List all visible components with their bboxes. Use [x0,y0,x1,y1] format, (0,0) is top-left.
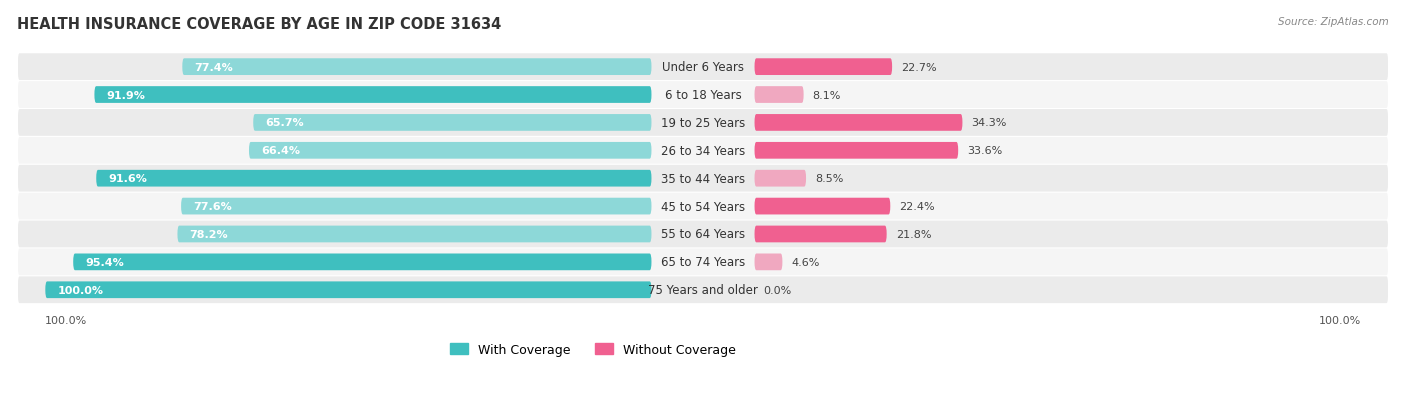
Text: 22.4%: 22.4% [900,202,935,211]
FancyBboxPatch shape [253,115,651,131]
Text: 77.6%: 77.6% [193,202,232,211]
Text: 65 to 74 Years: 65 to 74 Years [661,256,745,269]
FancyBboxPatch shape [177,226,651,243]
Text: 95.4%: 95.4% [86,257,124,267]
FancyBboxPatch shape [755,87,804,104]
Text: 0.0%: 0.0% [763,285,792,295]
Text: HEALTH INSURANCE COVERAGE BY AGE IN ZIP CODE 31634: HEALTH INSURANCE COVERAGE BY AGE IN ZIP … [17,17,501,31]
FancyBboxPatch shape [183,59,651,76]
FancyBboxPatch shape [18,110,1388,136]
Text: 100.0%: 100.0% [58,285,104,295]
Text: 26 to 34 Years: 26 to 34 Years [661,145,745,157]
Text: 100.0%: 100.0% [45,315,87,325]
Text: 33.6%: 33.6% [967,146,1002,156]
Text: 45 to 54 Years: 45 to 54 Years [661,200,745,213]
Text: 66.4%: 66.4% [262,146,299,156]
FancyBboxPatch shape [755,142,959,159]
FancyBboxPatch shape [755,59,893,76]
Text: 34.3%: 34.3% [972,118,1007,128]
Text: 75 Years and older: 75 Years and older [648,284,758,297]
FancyBboxPatch shape [94,87,651,104]
FancyBboxPatch shape [249,142,651,159]
FancyBboxPatch shape [18,82,1388,109]
Text: 100.0%: 100.0% [1319,315,1361,325]
FancyBboxPatch shape [18,138,1388,164]
Text: 65.7%: 65.7% [266,118,304,128]
FancyBboxPatch shape [18,193,1388,220]
Text: 35 to 44 Years: 35 to 44 Years [661,172,745,185]
Text: 55 to 64 Years: 55 to 64 Years [661,228,745,241]
Text: 8.1%: 8.1% [813,90,841,100]
FancyBboxPatch shape [18,221,1388,248]
Text: Source: ZipAtlas.com: Source: ZipAtlas.com [1278,17,1389,26]
FancyBboxPatch shape [18,277,1388,304]
Text: 19 to 25 Years: 19 to 25 Years [661,116,745,130]
FancyBboxPatch shape [755,198,890,215]
FancyBboxPatch shape [18,54,1388,81]
Text: 4.6%: 4.6% [792,257,820,267]
Text: 6 to 18 Years: 6 to 18 Years [665,89,741,102]
FancyBboxPatch shape [96,171,651,187]
Text: 8.5%: 8.5% [815,174,844,184]
Text: 91.6%: 91.6% [108,174,148,184]
FancyBboxPatch shape [755,171,806,187]
FancyBboxPatch shape [73,254,651,271]
Text: 22.7%: 22.7% [901,62,936,72]
FancyBboxPatch shape [755,115,963,131]
Text: Under 6 Years: Under 6 Years [662,61,744,74]
Text: 78.2%: 78.2% [190,230,228,240]
FancyBboxPatch shape [755,226,887,243]
FancyBboxPatch shape [45,282,651,299]
Text: 77.4%: 77.4% [194,62,233,72]
Text: 91.9%: 91.9% [107,90,145,100]
Legend: With Coverage, Without Coverage: With Coverage, Without Coverage [446,338,741,361]
Text: 21.8%: 21.8% [896,230,931,240]
FancyBboxPatch shape [755,254,782,271]
FancyBboxPatch shape [181,198,651,215]
FancyBboxPatch shape [18,249,1388,275]
FancyBboxPatch shape [18,166,1388,192]
